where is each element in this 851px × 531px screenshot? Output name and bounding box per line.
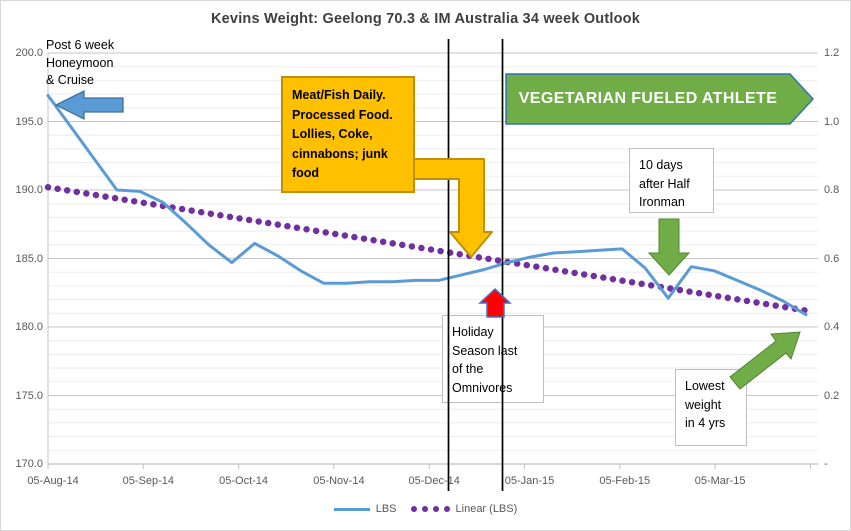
- y-axis-tick-label-right: 0.8: [824, 184, 840, 196]
- x-axis-tick-label: 05-Dec-14: [408, 475, 460, 487]
- annotation-lowest-weight: Lowest weight in 4 yrs: [675, 369, 747, 446]
- annotation-honeymoon: Post 6 week Honeymoon & Cruise: [46, 38, 115, 87]
- annotation-holiday-season: Holiday Season last of the Omnivores: [442, 315, 544, 403]
- y-axis-tick-label-left: 170.0: [15, 458, 43, 470]
- y-axis-tick-label-left: 185.0: [15, 252, 43, 265]
- y-axis-tick-label-right: 1.0: [824, 115, 840, 128]
- legend-label-trend: Linear (LBS): [455, 503, 518, 515]
- y-axis-tick-label-left: 190.0: [15, 184, 43, 196]
- y-axis-tick-label-right: 0.6: [824, 252, 840, 265]
- y-axis-tick-label-right: 0.4: [824, 321, 840, 333]
- y-axis-tick-label-right: 1.2: [824, 47, 840, 59]
- legend-item-trend: Linear (LBS): [410, 503, 518, 515]
- y-axis-tick-label-left: 175.0: [15, 389, 43, 402]
- orange-elbow-down-arrow: [413, 158, 493, 258]
- legend-item-lbs: LBS: [333, 503, 397, 515]
- x-axis-tick-label: 05-Sep-14: [122, 475, 174, 487]
- y-axis-tick-label-right: 0.2: [824, 389, 840, 402]
- chart-title: Kevins Weight: Geelong 70.3 & IM Austral…: [211, 11, 640, 27]
- red-up-arrow: [478, 287, 512, 318]
- x-axis-tick-label: 05-Oct-14: [219, 475, 269, 487]
- y-axis-tick-label-left: 180.0: [15, 321, 43, 333]
- annotation-half-ironman: 10 days after Half Ironman: [629, 148, 714, 213]
- x-axis-tick-label: 05-Nov-14: [313, 475, 365, 487]
- annotation-vegetarian-banner: VEGETARIAN FUELED ATHLETE: [518, 90, 778, 107]
- legend-label-lbs: LBS: [375, 503, 397, 515]
- blue-left-arrow: [54, 89, 124, 121]
- green-down-arrow: [647, 218, 691, 276]
- trend-dots-swatch: [410, 506, 450, 512]
- legend: LBS Linear (LBS): [1, 503, 850, 515]
- x-axis-tick-label: 05-Feb-15: [599, 475, 651, 487]
- lbs-line-swatch: [333, 507, 370, 511]
- y-axis-tick-label-left: 195.0: [15, 115, 43, 128]
- x-axis-tick-label: 05-Mar-15: [694, 475, 746, 487]
- x-axis-tick-label: 05-Jan-15: [504, 475, 555, 487]
- y-axis-tick-label-left: 200.0: [15, 47, 43, 59]
- x-axis-tick-label: 05-Aug-14: [27, 475, 79, 487]
- y-axis-tick-label-right: -: [824, 458, 828, 470]
- annotation-junk-food: Meat/Fish Daily. Processed Food. Lollies…: [281, 76, 415, 193]
